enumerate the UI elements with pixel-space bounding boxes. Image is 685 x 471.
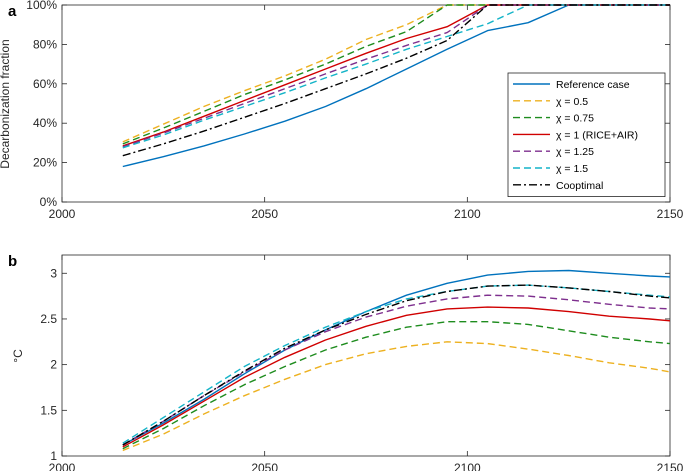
- x-tick-label: 2100: [454, 207, 481, 221]
- legend-label: χ = 1.25: [556, 146, 594, 158]
- y-axis-label: Decarbonization fraction: [0, 39, 12, 168]
- series-line-cooptimal: [122, 4, 670, 157]
- y-tick-label: 20%: [33, 156, 57, 170]
- series-line-0-75: [122, 4, 670, 145]
- series-line-1-rice-air: [122, 306, 670, 448]
- series-line-1-5: [122, 284, 670, 444]
- y-tick-label: 60%: [33, 77, 57, 91]
- x-tick-label: 2050: [251, 207, 278, 221]
- legend-label: Cooptimal: [556, 180, 603, 192]
- x-tick-label: 2150: [657, 461, 684, 471]
- series-line-reference-case: [122, 269, 670, 446]
- legend-label: χ = 1.5: [556, 163, 588, 175]
- panel-letter-b: b: [8, 253, 17, 270]
- x-tick-label: 2150: [657, 207, 684, 221]
- legend-label: Reference case: [556, 79, 630, 91]
- y-tick-label: 2.5: [40, 312, 57, 326]
- axes-box: [61, 254, 671, 457]
- x-tick-label: 2100: [454, 461, 481, 471]
- y-tick-label: 3: [50, 266, 57, 280]
- panel-a: a Decarbonization fraction 2000 2050 2100 215…: [0, 0, 684, 221]
- x-tick-label: 2050: [251, 461, 278, 471]
- series-line-0-5: [122, 341, 670, 452]
- panel-letter-a: a: [8, 3, 17, 20]
- y-tick-label: 80%: [33, 37, 57, 51]
- series-line-1-25: [122, 294, 670, 446]
- y-axis-label: °C: [11, 349, 25, 363]
- series-line-1-5: [122, 4, 670, 149]
- panel-b: b °C 2000 2050 2100 2150 1 1.5 2 2.5 3: [8, 253, 684, 471]
- legend-label: χ = 0.75: [556, 113, 594, 125]
- y-tick-label: 1: [50, 449, 57, 463]
- y-tick-label: 1.5: [40, 403, 57, 417]
- y-tick-label: 100%: [26, 0, 57, 12]
- axes-box: [61, 4, 671, 203]
- y-tick-label: 0%: [40, 195, 58, 209]
- series-line-0-75: [122, 321, 670, 450]
- x-tick-label: 2000: [49, 207, 76, 221]
- legend-label: χ = 0.5: [556, 96, 588, 108]
- series-line-cooptimal: [122, 284, 670, 446]
- x-tick-label: 2000: [49, 461, 76, 471]
- legend-label: χ = 1 (RICE+AIR): [556, 129, 638, 141]
- legend: Reference case χ = 0.5 χ = 0.75 χ = 1 (RICE…: [507, 72, 666, 197]
- y-tick-label: 2: [50, 358, 57, 372]
- y-tick-label: 40%: [33, 116, 57, 130]
